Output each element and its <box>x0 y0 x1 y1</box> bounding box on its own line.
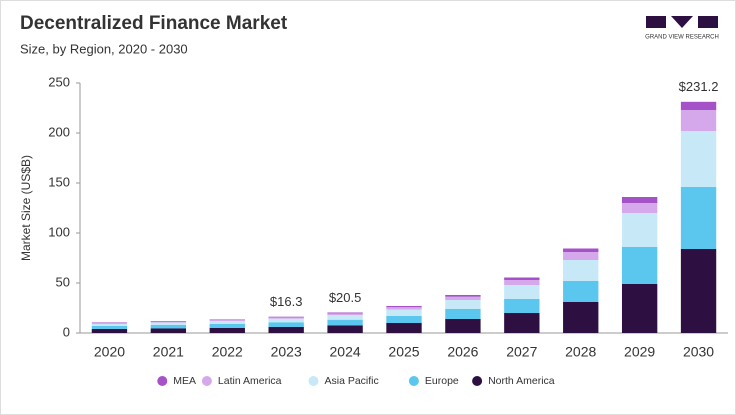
bar-segment <box>91 323 128 324</box>
bar-segment <box>680 110 717 131</box>
total-label: $16.3 <box>270 294 303 309</box>
legend-label: MEA <box>173 375 196 387</box>
bar-segment <box>563 248 599 252</box>
bar-segment <box>91 329 128 333</box>
legend-swatch <box>308 376 319 386</box>
legend-swatch <box>472 376 483 386</box>
brand-logo: GRAND VIEW RESEARCH <box>645 16 719 41</box>
legend-label: Latin America <box>218 375 282 387</box>
logo-block <box>671 16 693 28</box>
bar-segment <box>621 197 658 203</box>
y-tick-label: 150 <box>48 174 70 189</box>
bar-segment <box>445 296 481 300</box>
bar-segment <box>504 285 540 299</box>
bar-segment <box>445 295 481 297</box>
bar-segment <box>680 249 717 333</box>
total-label: $20.5 <box>329 290 362 305</box>
bar-segment <box>209 319 245 320</box>
bar-segment <box>621 213 658 247</box>
x-tick-label: 2023 <box>271 344 302 360</box>
x-tick-label: 2029 <box>624 344 655 360</box>
x-tick-label: 2027 <box>506 344 537 360</box>
y-tick-label: 0 <box>63 324 70 339</box>
bar-segment <box>268 318 304 323</box>
bar-segment <box>327 325 363 333</box>
bar-segment <box>150 321 187 322</box>
bar-segment <box>327 319 363 326</box>
legend-label: Europe <box>425 375 459 387</box>
bar-segment <box>445 319 481 333</box>
y-tick-label: 50 <box>56 274 70 289</box>
bar-segment <box>680 187 717 249</box>
bar-segment <box>680 101 717 110</box>
bar-segment <box>386 316 422 323</box>
bar-segment <box>268 316 304 318</box>
legend-swatch <box>201 376 212 386</box>
bar-segment <box>563 281 599 302</box>
logo-block <box>646 16 666 28</box>
logo-block <box>698 16 718 28</box>
chart-subtitle: Size, by Region, 2020 - 2030 <box>20 41 188 56</box>
total-label: $231.2 <box>679 79 719 94</box>
bar-segment <box>563 302 599 333</box>
y-axis-label: Market Size (US$B) <box>19 155 33 261</box>
bar-segment <box>504 313 540 333</box>
x-tick-label: 2024 <box>330 344 361 360</box>
bar-segment <box>268 322 304 327</box>
bar-segment <box>386 307 422 310</box>
bar-segment <box>445 300 481 309</box>
x-tick-label: 2030 <box>683 344 714 360</box>
bar-segment <box>209 320 245 321</box>
legend-swatch <box>157 376 168 386</box>
bar-segment <box>91 326 128 329</box>
bar-segment <box>386 306 422 308</box>
bar-segment <box>150 325 187 329</box>
bar-segment <box>150 322 187 325</box>
bar-segment <box>563 252 599 260</box>
bar-segment <box>621 247 658 284</box>
bar-segment <box>445 309 481 319</box>
bar-segment <box>621 284 658 333</box>
bar-segment <box>504 277 540 280</box>
y-tick-label: 200 <box>48 124 70 139</box>
bar-segment <box>91 322 128 323</box>
bar-segment <box>268 327 304 333</box>
legend-swatch <box>408 376 419 386</box>
bar-segment <box>504 299 540 313</box>
x-tick-label: 2028 <box>565 344 596 360</box>
bar-segment <box>150 321 187 323</box>
x-tick-label: 2025 <box>388 344 419 360</box>
bar-segment <box>621 203 658 213</box>
x-tick-label: 2020 <box>94 344 125 360</box>
bar-segment <box>327 315 363 320</box>
bar-segment <box>209 328 245 333</box>
brand-name: GRAND VIEW RESEARCH <box>645 35 719 41</box>
bar-segment <box>91 324 128 326</box>
bar-segment <box>386 323 422 333</box>
bar-segment <box>563 260 599 281</box>
bar-segment <box>150 328 187 333</box>
bar-segment <box>504 280 540 285</box>
x-tick-label: 2021 <box>153 344 184 360</box>
x-tick-label: 2022 <box>212 344 243 360</box>
legend-label: Asia Pacific <box>325 375 379 387</box>
chart-title: Decentralized Finance Market <box>20 13 288 34</box>
bar-segment <box>327 312 363 314</box>
x-tick-label: 2026 <box>447 344 478 360</box>
bar-segment <box>268 317 304 319</box>
y-tick-label: 250 <box>48 74 70 89</box>
bar-segment <box>386 309 422 316</box>
bar-segment <box>327 313 363 316</box>
legend-label: North America <box>488 375 555 387</box>
y-tick-label: 100 <box>48 224 70 239</box>
bar-segment <box>680 131 717 187</box>
bar-segment <box>209 324 245 328</box>
bar-segment <box>209 321 245 324</box>
